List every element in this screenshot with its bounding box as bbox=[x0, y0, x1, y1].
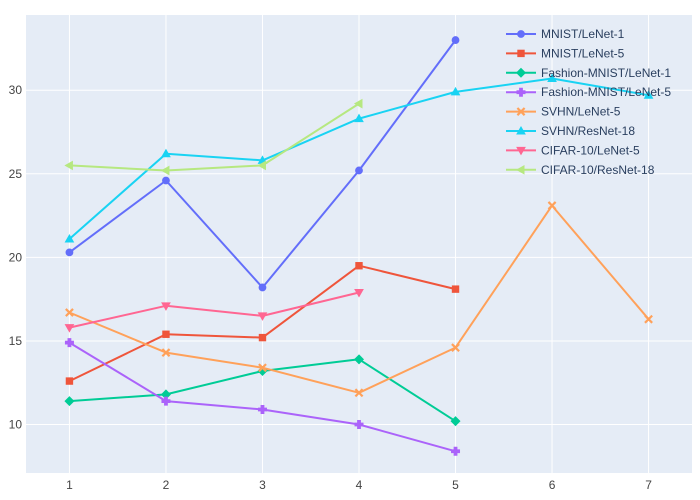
data-point bbox=[451, 36, 460, 44]
data-point bbox=[258, 283, 267, 292]
data-point bbox=[353, 354, 365, 365]
series-7 bbox=[64, 98, 363, 176]
data-point-stroke bbox=[451, 343, 460, 353]
legend-label: Fashion-MNIST/LeNet-5 bbox=[541, 85, 671, 99]
legend-label: SVHN/ResNet-18 bbox=[541, 124, 635, 138]
x-tick-label: 1 bbox=[66, 478, 73, 492]
legend-marker-swatch bbox=[516, 146, 526, 156]
legend-item[interactable]: MNIST/LeNet-5 bbox=[506, 46, 625, 60]
data-point-stroke bbox=[354, 388, 364, 398]
data-point-stroke bbox=[161, 348, 171, 358]
y-tick-label: 30 bbox=[9, 83, 23, 97]
series-3 bbox=[64, 338, 461, 456]
data-point bbox=[161, 148, 171, 158]
data-point bbox=[161, 302, 171, 311]
data-point bbox=[643, 90, 654, 99]
x-tick-label: 7 bbox=[645, 478, 652, 492]
legend-marker-swatch bbox=[517, 49, 525, 58]
data-point-stroke bbox=[644, 314, 653, 324]
data-point bbox=[353, 98, 363, 109]
data-point-stroke bbox=[65, 308, 74, 317]
data-point bbox=[451, 343, 460, 353]
data-point-stroke bbox=[547, 201, 557, 210]
data-point bbox=[354, 420, 364, 430]
y-tick-label: 15 bbox=[9, 334, 23, 348]
data-point bbox=[355, 166, 363, 175]
data-point bbox=[65, 308, 74, 317]
data-point bbox=[258, 333, 267, 342]
legend-marker-swatch bbox=[516, 107, 526, 116]
axis-tick-labels: 10 15 20 25 30 1 2 3 4 5 6 7 bbox=[9, 83, 653, 492]
legend-marker-swatch bbox=[515, 164, 525, 175]
series-5 bbox=[64, 73, 654, 243]
data-point bbox=[451, 285, 460, 293]
data-point bbox=[354, 113, 364, 123]
legend-marker-swatch bbox=[516, 87, 526, 97]
legend-marker-swatch bbox=[515, 67, 527, 78]
data-point bbox=[160, 165, 170, 176]
legend-item[interactable]: Fashion-MNIST/LeNet-5 bbox=[506, 85, 671, 99]
legend-item[interactable]: SVHN/LeNet-5 bbox=[506, 105, 621, 119]
data-point bbox=[257, 312, 268, 321]
legend-label: CIFAR-10/ResNet-18 bbox=[541, 163, 655, 177]
x-tick-label: 4 bbox=[356, 478, 363, 492]
data-point bbox=[64, 396, 75, 407]
data-point bbox=[162, 330, 170, 338]
data-point bbox=[65, 377, 74, 385]
data-point-stroke bbox=[258, 363, 267, 373]
data-point bbox=[65, 248, 74, 257]
legend-label: MNIST/LeNet-5 bbox=[541, 46, 625, 60]
data-point bbox=[162, 176, 170, 185]
data-point bbox=[547, 73, 557, 83]
x-tick-label: 6 bbox=[549, 478, 556, 492]
series-line bbox=[69, 102, 360, 172]
series-0 bbox=[65, 36, 460, 292]
data-point bbox=[355, 262, 363, 270]
data-point bbox=[354, 388, 364, 398]
y-tick-label: 20 bbox=[9, 250, 23, 264]
data-point bbox=[161, 348, 171, 358]
legend-marker-swatch-stroke bbox=[516, 107, 526, 116]
y-tick-label: 10 bbox=[9, 418, 23, 432]
data-point bbox=[258, 363, 267, 373]
data-point bbox=[64, 160, 73, 171]
data-point bbox=[451, 446, 461, 456]
series-6 bbox=[64, 288, 364, 333]
series-group bbox=[64, 36, 654, 456]
x-tick-label: 5 bbox=[452, 478, 459, 492]
legend-label: CIFAR-10/LeNet-5 bbox=[541, 143, 640, 157]
data-point bbox=[547, 201, 557, 210]
legend-marker-swatch bbox=[517, 30, 525, 38]
data-point bbox=[257, 404, 267, 414]
legend-item[interactable]: SVHN/ResNet-18 bbox=[506, 124, 635, 138]
legend-label: Fashion-MNIST/LeNet-1 bbox=[541, 66, 671, 80]
data-point bbox=[64, 338, 74, 348]
data-point bbox=[644, 314, 653, 324]
data-point bbox=[64, 324, 75, 333]
data-point bbox=[161, 396, 171, 406]
data-point bbox=[450, 416, 461, 427]
series-line bbox=[69, 291, 360, 329]
legend-marker-swatch bbox=[516, 125, 526, 135]
y-tick-label: 25 bbox=[9, 167, 23, 181]
legend-label: MNIST/LeNet-1 bbox=[541, 27, 625, 41]
legend-label: SVHN/LeNet-5 bbox=[541, 105, 621, 119]
legend-item[interactable]: MNIST/LeNet-1 bbox=[506, 27, 625, 41]
legend-item[interactable]: CIFAR-10/LeNet-5 bbox=[506, 143, 640, 157]
x-tick-label: 3 bbox=[259, 478, 266, 492]
series-1 bbox=[65, 262, 460, 385]
legend-item[interactable]: CIFAR-10/ResNet-18 bbox=[506, 163, 655, 177]
data-point bbox=[450, 86, 461, 96]
data-point bbox=[64, 233, 75, 243]
series-4 bbox=[65, 201, 653, 398]
x-tick-label: 2 bbox=[163, 478, 170, 492]
data-point bbox=[354, 288, 364, 298]
data-point bbox=[257, 160, 266, 171]
legend-item[interactable]: Fashion-MNIST/LeNet-1 bbox=[506, 66, 671, 80]
legend[interactable]: MNIST/LeNet-1 MNIST/LeNet-5 Fashion-MNIST/… bbox=[506, 27, 671, 177]
